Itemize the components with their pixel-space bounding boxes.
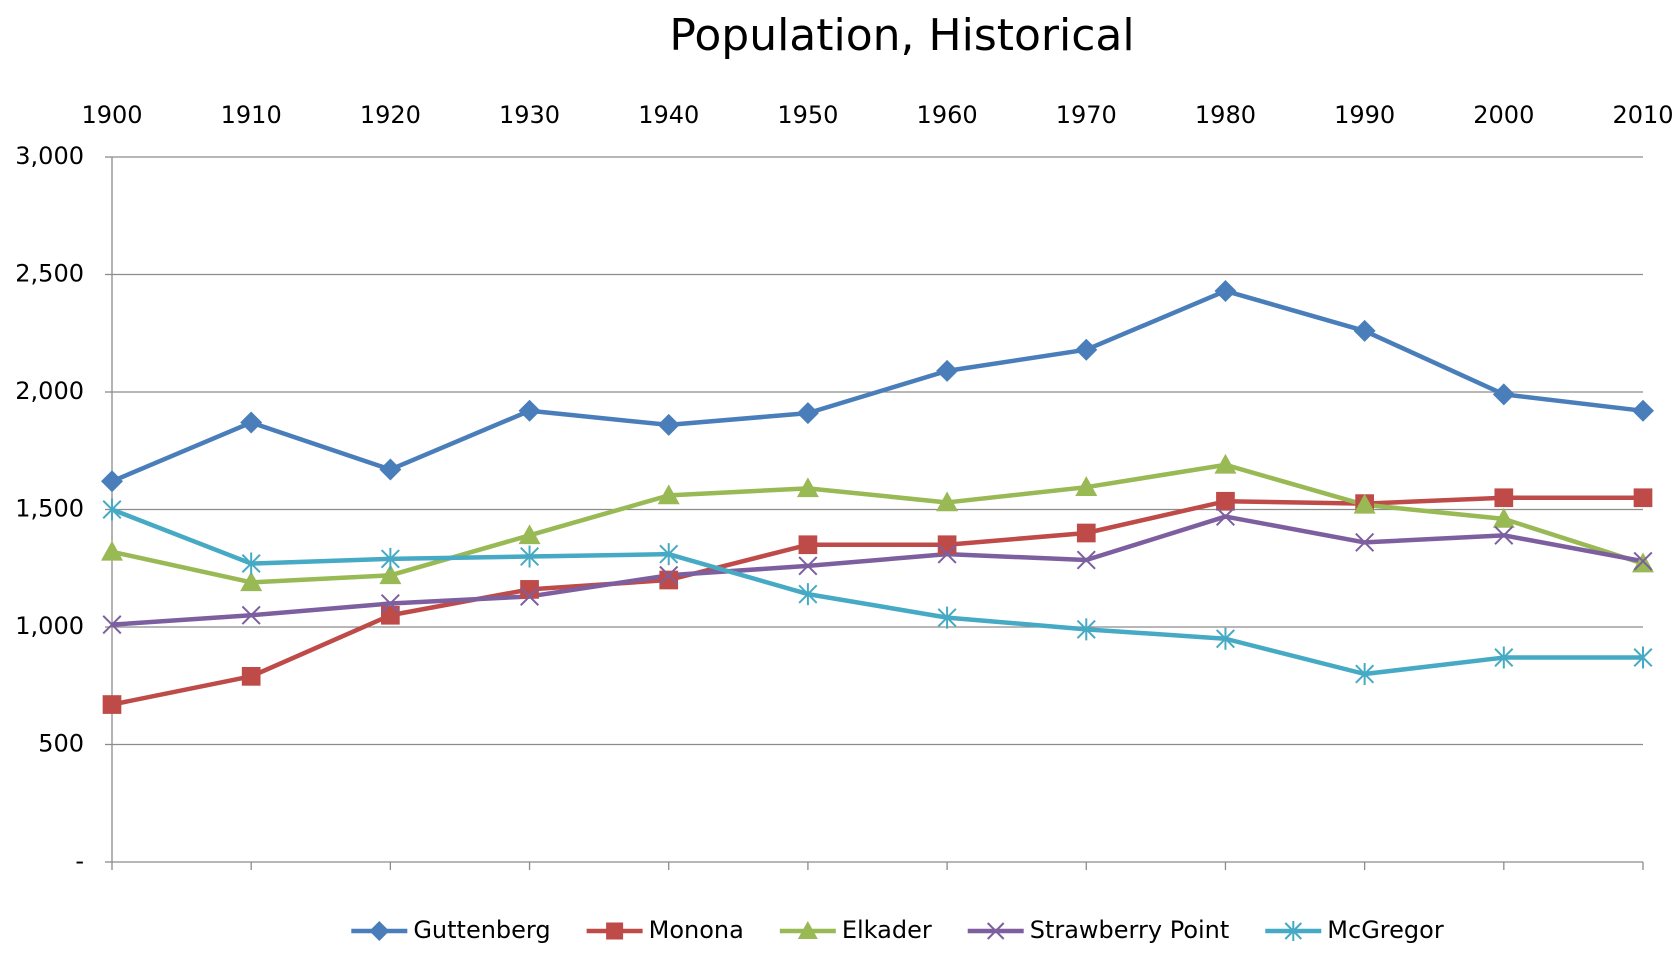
y-tick-label: 500 xyxy=(38,730,84,758)
marker xyxy=(798,556,818,576)
y-tick-label: 3,000 xyxy=(15,142,84,170)
marker xyxy=(1075,338,1098,361)
marker xyxy=(1076,523,1096,543)
marker xyxy=(796,477,819,498)
marker xyxy=(369,921,390,941)
marker xyxy=(241,552,261,575)
marker xyxy=(102,498,122,521)
marker xyxy=(657,413,680,436)
x-tick-label: 1900 xyxy=(81,101,142,129)
marker xyxy=(936,359,959,382)
x-tick-label: 1920 xyxy=(360,101,421,129)
marker xyxy=(1494,646,1514,669)
marker xyxy=(1632,399,1654,422)
marker xyxy=(1633,646,1653,669)
marker xyxy=(1214,279,1237,302)
marker xyxy=(937,535,957,555)
y-tick-label: 1,000 xyxy=(15,612,84,640)
marker xyxy=(1076,550,1096,570)
marker xyxy=(1355,663,1375,685)
legend-label: Guttenberg xyxy=(413,916,550,944)
x-tick-label: 1980 xyxy=(1195,101,1256,129)
marker xyxy=(937,606,957,629)
marker xyxy=(937,544,957,564)
marker xyxy=(379,458,402,481)
x-tick-label: 1970 xyxy=(1056,101,1117,129)
marker xyxy=(240,571,263,592)
marker xyxy=(241,605,261,625)
marker xyxy=(1215,627,1235,650)
marker xyxy=(380,547,400,570)
marker xyxy=(659,565,679,585)
marker xyxy=(518,399,541,422)
marker xyxy=(518,524,541,545)
marker xyxy=(101,540,123,561)
series-line xyxy=(111,495,1643,707)
x-tick-label: 1940 xyxy=(638,101,699,129)
legend-item: Guttenberg xyxy=(351,916,551,944)
marker xyxy=(380,593,400,614)
series-line xyxy=(111,507,1643,677)
y-tick-label: 2,500 xyxy=(15,260,84,288)
legend-item: Monona xyxy=(586,916,744,944)
legend-label: Strawberry Point xyxy=(1030,916,1230,944)
marker xyxy=(936,491,959,512)
x-tick-label: 1910 xyxy=(221,101,282,129)
series-line xyxy=(111,288,1644,484)
y-tick-label: 1,500 xyxy=(15,495,84,523)
marker xyxy=(102,615,122,635)
y-tick-label: 2,000 xyxy=(15,377,84,405)
marker xyxy=(1633,488,1653,508)
marker xyxy=(381,605,400,625)
x-tick-label: 1960 xyxy=(917,101,978,129)
marker xyxy=(1215,507,1235,527)
x-tick-label: 1950 xyxy=(777,101,838,129)
x-tick-label: 1990 xyxy=(1334,101,1395,129)
marker xyxy=(797,921,818,939)
marker xyxy=(1075,476,1098,496)
marker xyxy=(1216,491,1235,511)
marker xyxy=(102,695,122,714)
marker xyxy=(1076,618,1096,641)
marker xyxy=(1284,921,1303,941)
chart-title: Population, Historical xyxy=(669,10,1134,61)
marker xyxy=(1494,525,1514,545)
marker xyxy=(520,580,539,599)
series-line xyxy=(111,514,1644,627)
legend-label: McGregor xyxy=(1327,916,1444,944)
marker xyxy=(659,543,679,566)
marker xyxy=(1353,493,1376,514)
legend-item: Elkader xyxy=(779,916,932,944)
y-tick-label: - xyxy=(75,847,84,875)
marker xyxy=(1355,532,1375,552)
marker xyxy=(1492,383,1515,406)
series-line xyxy=(111,462,1644,585)
legend-item: Strawberry Point xyxy=(967,916,1230,944)
marker xyxy=(1214,453,1237,474)
marker xyxy=(520,545,540,568)
x-tick-label: 2010 xyxy=(1612,101,1673,129)
marker xyxy=(101,470,123,493)
legend-label: Elkader xyxy=(842,916,932,944)
marker xyxy=(1494,488,1514,508)
marker xyxy=(520,586,540,606)
marker xyxy=(1492,507,1515,528)
marker xyxy=(240,411,263,434)
marker xyxy=(659,570,679,590)
marker xyxy=(796,402,819,425)
x-tick-label: 2000 xyxy=(1473,101,1534,129)
legend-item: McGregor xyxy=(1265,916,1444,944)
marker xyxy=(1633,551,1653,571)
marker xyxy=(241,667,261,686)
marker xyxy=(657,484,680,505)
marker xyxy=(379,564,402,585)
x-tick-label: 1930 xyxy=(499,101,560,129)
marker xyxy=(986,922,1005,940)
marker xyxy=(1353,319,1376,342)
marker xyxy=(798,583,818,606)
marker xyxy=(606,922,624,940)
marker xyxy=(798,535,818,555)
legend-label: Monona xyxy=(649,916,744,944)
